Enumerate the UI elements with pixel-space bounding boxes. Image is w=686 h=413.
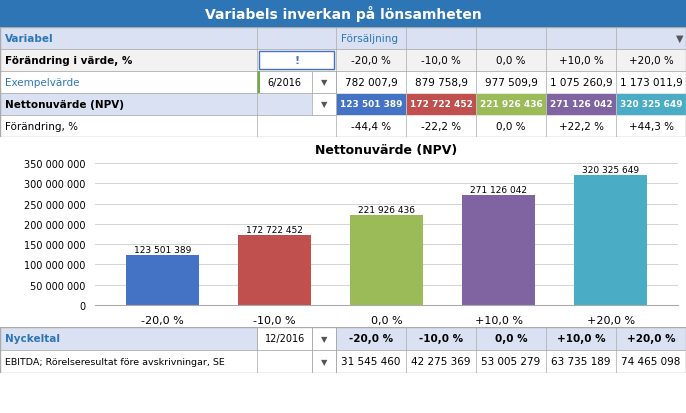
- Bar: [312, 94, 336, 116]
- Text: 123 501 389: 123 501 389: [340, 100, 403, 109]
- Text: 0,0 %: 0,0 %: [496, 56, 526, 66]
- Text: +20,0 %: +20,0 %: [627, 334, 675, 344]
- Bar: [546, 94, 616, 116]
- Text: +10,0 %: +10,0 %: [557, 334, 605, 344]
- Bar: [0, 327, 686, 350]
- Text: Variabels inverkan på lönsamheten: Variabels inverkan på lönsamheten: [204, 6, 482, 22]
- Bar: [259, 52, 334, 70]
- Text: ▼: ▼: [321, 100, 327, 109]
- Text: +10,0 %: +10,0 %: [558, 56, 604, 66]
- Text: 0,0 %: 0,0 %: [495, 334, 528, 344]
- Text: 74 465 098: 74 465 098: [622, 357, 681, 367]
- Text: -22,2 %: -22,2 %: [421, 122, 461, 132]
- Text: 42 275 369: 42 275 369: [412, 357, 471, 367]
- Text: -20,0 %: -20,0 %: [351, 56, 391, 66]
- Text: ▼: ▼: [676, 34, 683, 44]
- Text: 172 722 452: 172 722 452: [246, 225, 303, 234]
- Text: 879 758,9: 879 758,9: [414, 78, 468, 88]
- Text: 53 005 279: 53 005 279: [482, 357, 541, 367]
- Bar: [257, 327, 312, 350]
- Text: 271 126 042: 271 126 042: [470, 185, 527, 194]
- Text: +22,2 %: +22,2 %: [558, 122, 604, 132]
- Text: !: !: [294, 56, 299, 66]
- Text: 31 545 460: 31 545 460: [342, 357, 401, 367]
- Text: 782 007,9: 782 007,9: [345, 78, 397, 88]
- Bar: [312, 327, 336, 350]
- Bar: [574, 176, 647, 305]
- Bar: [0, 28, 686, 50]
- Text: +44,3 %: +44,3 %: [628, 122, 674, 132]
- Bar: [257, 72, 312, 94]
- Bar: [238, 235, 311, 305]
- Bar: [476, 94, 546, 116]
- Text: -20,0 %: -20,0 %: [349, 334, 393, 344]
- Text: 172 722 452: 172 722 452: [410, 100, 473, 109]
- Bar: [0, 94, 686, 116]
- Text: 221 926 436: 221 926 436: [480, 100, 543, 109]
- Text: 320 325 649: 320 325 649: [619, 100, 683, 109]
- Text: -10,0 %: -10,0 %: [421, 56, 461, 66]
- Bar: [336, 94, 406, 116]
- Bar: [406, 94, 476, 116]
- Text: +20,0 %: +20,0 %: [628, 56, 674, 66]
- Text: Variabel: Variabel: [5, 34, 54, 44]
- Text: EBITDA; Rörelseresultat före avskrivningar, SE: EBITDA; Rörelseresultat före avskrivning…: [5, 357, 225, 366]
- Text: 123 501 389: 123 501 389: [134, 245, 191, 254]
- Text: Förändring i värde, %: Förändring i värde, %: [5, 56, 132, 66]
- Text: 6/2016: 6/2016: [268, 78, 302, 88]
- Text: -10,0 %: -10,0 %: [419, 334, 463, 344]
- Bar: [0, 72, 686, 94]
- Bar: [257, 72, 260, 94]
- Text: Exempelvärde: Exempelvärde: [5, 78, 80, 88]
- Bar: [462, 196, 535, 305]
- Text: 0,0 %: 0,0 %: [496, 122, 526, 132]
- Text: 12/2016: 12/2016: [265, 334, 305, 344]
- Bar: [0, 350, 686, 373]
- Text: -44,4 %: -44,4 %: [351, 122, 391, 132]
- Bar: [350, 216, 423, 305]
- Text: 977 509,9: 977 509,9: [484, 78, 538, 88]
- Text: ▼: ▼: [321, 357, 327, 366]
- Text: Nettonuvärde (NPV): Nettonuvärde (NPV): [5, 100, 124, 110]
- Text: ▼: ▼: [321, 78, 327, 87]
- Text: Förändring, %: Förändring, %: [5, 122, 78, 132]
- Text: 221 926 436: 221 926 436: [358, 205, 415, 214]
- Text: Nyckeltal: Nyckeltal: [5, 334, 60, 344]
- Text: Försäljning: Försäljning: [341, 34, 398, 44]
- Bar: [126, 255, 199, 305]
- Text: ▼: ▼: [321, 334, 327, 343]
- Text: 63 735 189: 63 735 189: [552, 357, 611, 367]
- Text: 1 075 260,9: 1 075 260,9: [549, 78, 613, 88]
- Bar: [0, 116, 686, 138]
- Bar: [0, 50, 686, 72]
- Bar: [616, 94, 686, 116]
- Bar: [312, 72, 336, 94]
- Bar: [312, 350, 336, 373]
- Text: 271 126 042: 271 126 042: [549, 100, 613, 109]
- Text: 320 325 649: 320 325 649: [582, 165, 639, 174]
- Text: Nettonuvärde (NPV): Nettonuvärde (NPV): [316, 144, 458, 157]
- Text: 1 173 011,9: 1 173 011,9: [619, 78, 683, 88]
